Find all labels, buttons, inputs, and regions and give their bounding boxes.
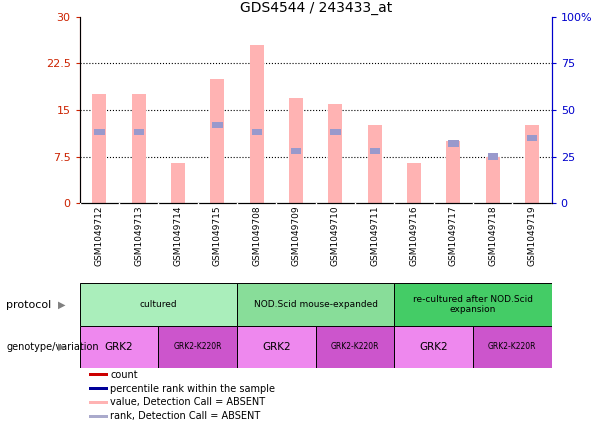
Bar [237, 283, 394, 326]
Bar [89, 401, 108, 404]
Text: GSM1049711: GSM1049711 [370, 206, 379, 266]
Bar [330, 129, 341, 135]
Text: genotype/variation: genotype/variation [6, 342, 99, 352]
Bar [289, 98, 303, 203]
Text: GRK2-K220R: GRK2-K220R [488, 342, 536, 352]
Bar [473, 326, 552, 368]
Bar [171, 163, 185, 203]
Title: GDS4544 / 243433_at: GDS4544 / 243433_at [240, 0, 392, 14]
Text: percentile rank within the sample: percentile rank within the sample [110, 384, 275, 394]
Bar [94, 129, 105, 135]
Bar [446, 141, 460, 203]
Text: GSM1049717: GSM1049717 [449, 206, 458, 266]
Text: NOD.Scid mouse-expanded: NOD.Scid mouse-expanded [254, 300, 378, 309]
Text: GSM1049708: GSM1049708 [252, 206, 261, 266]
Text: rank, Detection Call = ABSENT: rank, Detection Call = ABSENT [110, 411, 261, 421]
Text: count: count [110, 370, 138, 380]
Bar [291, 148, 301, 154]
Text: GSM1049715: GSM1049715 [213, 206, 222, 266]
Bar [93, 94, 106, 203]
Bar [134, 129, 144, 135]
Text: cultured: cultured [140, 300, 177, 309]
Bar [486, 157, 500, 203]
Text: GSM1049709: GSM1049709 [292, 206, 300, 266]
Bar [251, 129, 262, 135]
Bar [487, 154, 498, 159]
Bar [210, 79, 224, 203]
Bar [368, 126, 381, 203]
Text: GSM1049712: GSM1049712 [95, 206, 104, 266]
Bar [212, 122, 223, 128]
Bar [316, 326, 394, 368]
Text: re-cultured after NOD.Scid
expansion: re-cultured after NOD.Scid expansion [413, 295, 533, 314]
Text: ▶: ▶ [58, 299, 66, 310]
Bar [448, 140, 459, 147]
Text: GRK2: GRK2 [105, 342, 134, 352]
Text: GSM1049716: GSM1049716 [409, 206, 419, 266]
Bar [132, 94, 145, 203]
Bar [89, 374, 108, 376]
Bar [237, 326, 316, 368]
Bar [394, 326, 473, 368]
Bar [527, 135, 537, 141]
Text: GSM1049714: GSM1049714 [173, 206, 183, 266]
Bar [525, 126, 539, 203]
Text: GRK2-K220R: GRK2-K220R [173, 342, 222, 352]
Bar [89, 387, 108, 390]
Text: ▶: ▶ [58, 342, 66, 352]
Text: value, Detection Call = ABSENT: value, Detection Call = ABSENT [110, 397, 265, 407]
Text: GRK2-K220R: GRK2-K220R [331, 342, 379, 352]
Bar [407, 163, 421, 203]
Bar [370, 148, 380, 154]
Text: GSM1049713: GSM1049713 [134, 206, 143, 266]
Bar [158, 326, 237, 368]
Bar [329, 104, 342, 203]
Text: GSM1049719: GSM1049719 [528, 206, 536, 266]
Text: GSM1049710: GSM1049710 [331, 206, 340, 266]
Bar [80, 283, 237, 326]
Bar [80, 326, 158, 368]
Bar [250, 45, 264, 203]
Text: GRK2: GRK2 [262, 342, 291, 352]
Text: GRK2: GRK2 [419, 342, 448, 352]
Bar [89, 415, 108, 418]
Text: protocol: protocol [6, 299, 51, 310]
Bar [394, 283, 552, 326]
Text: GSM1049718: GSM1049718 [488, 206, 497, 266]
